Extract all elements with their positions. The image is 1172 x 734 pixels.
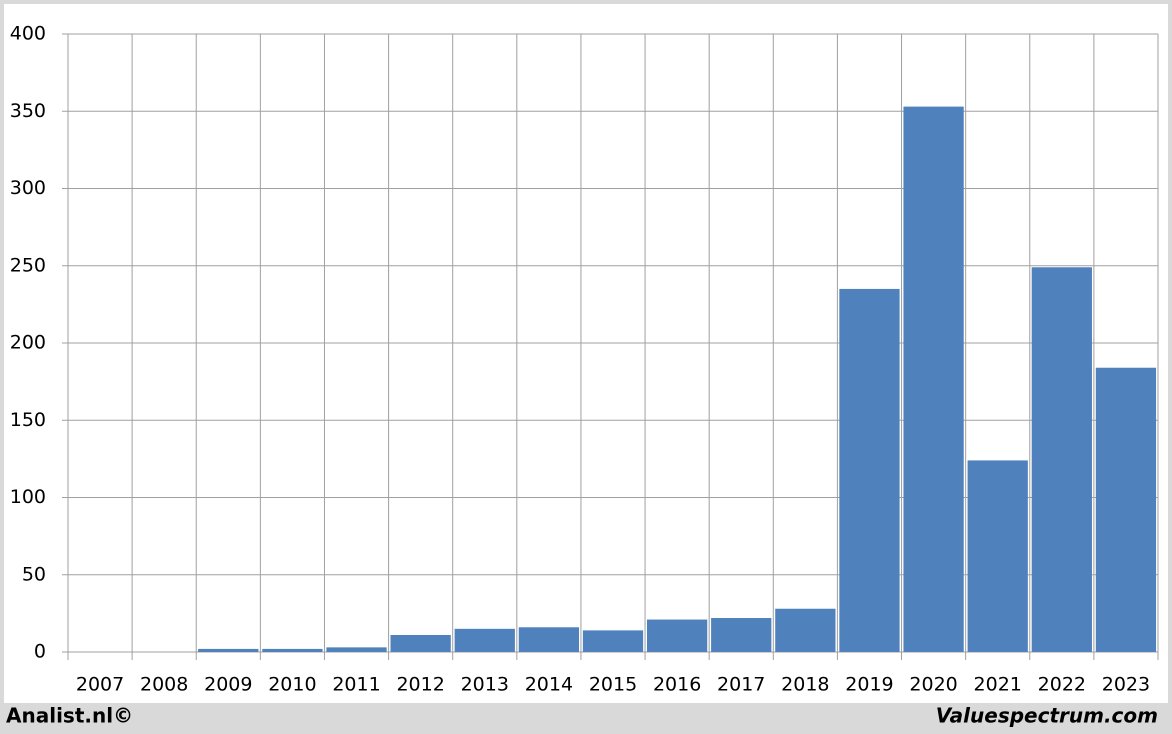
bar: [903, 106, 964, 653]
x-tick-label: 2007: [76, 674, 124, 696]
x-tick-label: 2010: [268, 674, 316, 696]
bar: [1031, 267, 1092, 652]
x-tick-label: 2020: [909, 674, 957, 696]
bar: [390, 635, 451, 652]
bar: [454, 628, 515, 652]
bar: [582, 630, 644, 652]
y-tick-label: 0: [34, 641, 46, 663]
x-tick-label: 2019: [845, 674, 893, 696]
bar: [967, 460, 1028, 652]
footer-left: Analist.nl©: [6, 704, 133, 728]
y-tick-label: 200: [10, 332, 46, 354]
y-tick-label: 350: [10, 100, 46, 122]
x-tick-label: 2008: [140, 674, 188, 696]
x-tick-label: 2014: [525, 674, 573, 696]
bar: [711, 618, 772, 652]
bar: [839, 288, 900, 652]
y-tick-label: 100: [10, 486, 46, 508]
footer-right: Valuespectrum.com: [936, 704, 1158, 728]
x-tick-label: 2022: [1038, 674, 1086, 696]
y-tick-label: 400: [10, 23, 46, 45]
bar: [198, 648, 259, 652]
bar: [518, 627, 580, 652]
x-tick-label: 2016: [653, 674, 701, 696]
x-tick-label: 2021: [974, 674, 1022, 696]
x-tick-label: 2013: [461, 674, 509, 696]
y-tick-label: 150: [10, 409, 46, 431]
x-tick-label: 2018: [781, 674, 829, 696]
x-tick-label: 2011: [332, 674, 380, 696]
bar: [646, 619, 708, 652]
y-tick-label: 300: [10, 177, 46, 199]
x-tick-label: 2009: [204, 674, 252, 696]
x-tick-label: 2012: [396, 674, 444, 696]
bar: [1095, 367, 1157, 652]
bar: [262, 648, 323, 652]
bar: [326, 647, 387, 652]
x-tick-label: 2023: [1102, 674, 1150, 696]
bar: [775, 608, 836, 652]
y-tick-label: 250: [10, 254, 46, 276]
y-tick-label: 50: [22, 563, 46, 585]
x-tick-label: 2017: [717, 674, 765, 696]
x-tick-label: 2015: [589, 674, 637, 696]
